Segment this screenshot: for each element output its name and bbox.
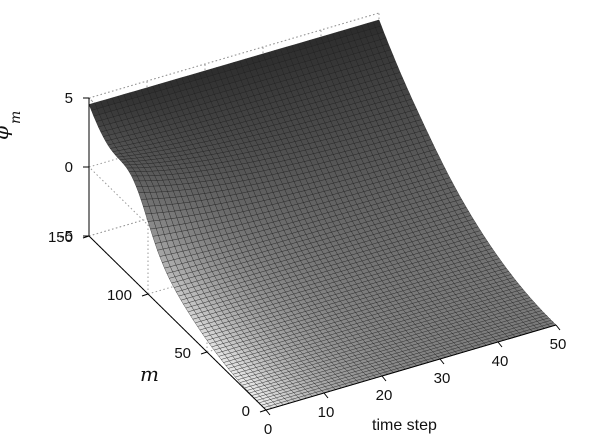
svg-text:m: m bbox=[8, 111, 24, 124]
x-tick bbox=[555, 324, 561, 331]
surface-layer bbox=[88, 19, 557, 411]
svg-text:φ̄̇: φ̄̇ bbox=[0, 126, 13, 140]
x-tick bbox=[323, 392, 329, 399]
x-tick bbox=[439, 358, 445, 365]
x-tick bbox=[497, 341, 503, 348]
z-axis-label: φ̄̇ m bbox=[0, 111, 24, 140]
y-tick-label: 50 bbox=[174, 345, 191, 362]
x-tick bbox=[265, 409, 271, 416]
x-tick-label: 50 bbox=[550, 336, 567, 353]
x-tick-label: 30 bbox=[434, 370, 451, 387]
x-axis-label: time step bbox=[372, 417, 437, 434]
x-tick-label: 20 bbox=[376, 387, 393, 404]
y-tick bbox=[200, 351, 208, 355]
x-tick-label: 0 bbox=[264, 421, 272, 436]
y-tick-label: 100 bbox=[107, 287, 132, 304]
z-tick-label: 5 bbox=[65, 90, 73, 107]
x-tick-label: 10 bbox=[318, 404, 335, 421]
y-axis-label: m bbox=[140, 362, 159, 386]
y-tick bbox=[259, 409, 267, 413]
x-tick bbox=[381, 375, 387, 382]
x-tick-label: 40 bbox=[492, 353, 509, 370]
z-tick-label: -5 bbox=[60, 228, 73, 245]
y-tick-label: 0 bbox=[242, 403, 250, 420]
z-tick-label: 0 bbox=[65, 159, 73, 176]
y-tick bbox=[141, 293, 149, 297]
